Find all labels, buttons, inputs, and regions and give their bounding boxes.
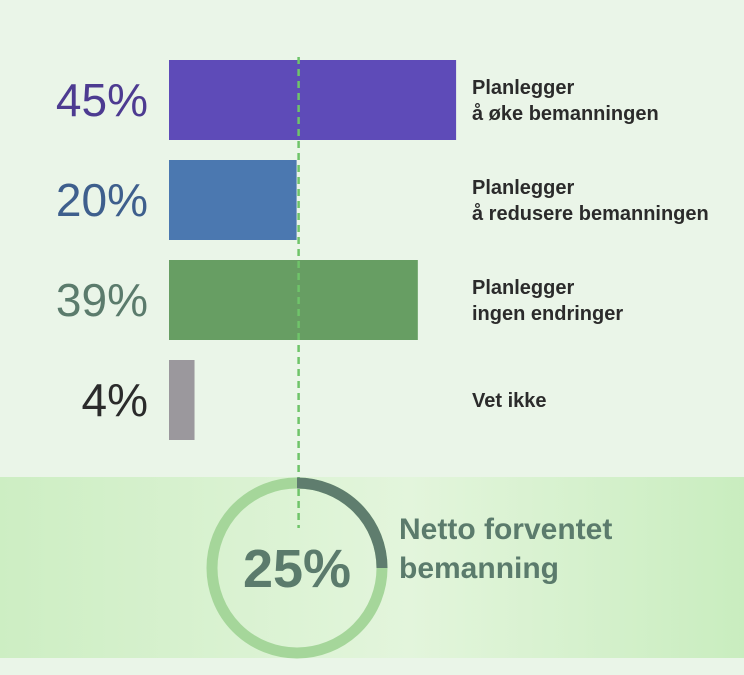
net-panel [0, 477, 744, 658]
category-label-1-line-1: Planlegger [472, 77, 574, 99]
value-label-2: 20% [56, 174, 148, 226]
bar-1 [169, 60, 457, 140]
value-label-3: 39% [56, 274, 148, 326]
category-label-2-line-2: å redusere bemanningen [472, 202, 709, 225]
bar-3 [169, 260, 418, 340]
bar-2 [169, 160, 297, 240]
category-label-4-line-1: Vet ikke [472, 390, 547, 412]
net-value: 25% [243, 539, 351, 599]
category-label-3-line-2: ingen endringer [472, 303, 623, 325]
bar-4 [169, 360, 195, 440]
net-arc [296, 477, 388, 569]
category-label-1-line-2: å øke bemanningen [472, 102, 659, 125]
category-label-3-line-1: Planlegger [472, 277, 574, 299]
value-label-4: 4% [82, 374, 148, 426]
net-caption-line-2: bemanning [399, 552, 559, 585]
net-caption-line-1: Netto forventet [399, 513, 612, 546]
category-label-2-line-1: Planlegger [472, 177, 574, 199]
value-label-1: 45% [56, 74, 148, 126]
